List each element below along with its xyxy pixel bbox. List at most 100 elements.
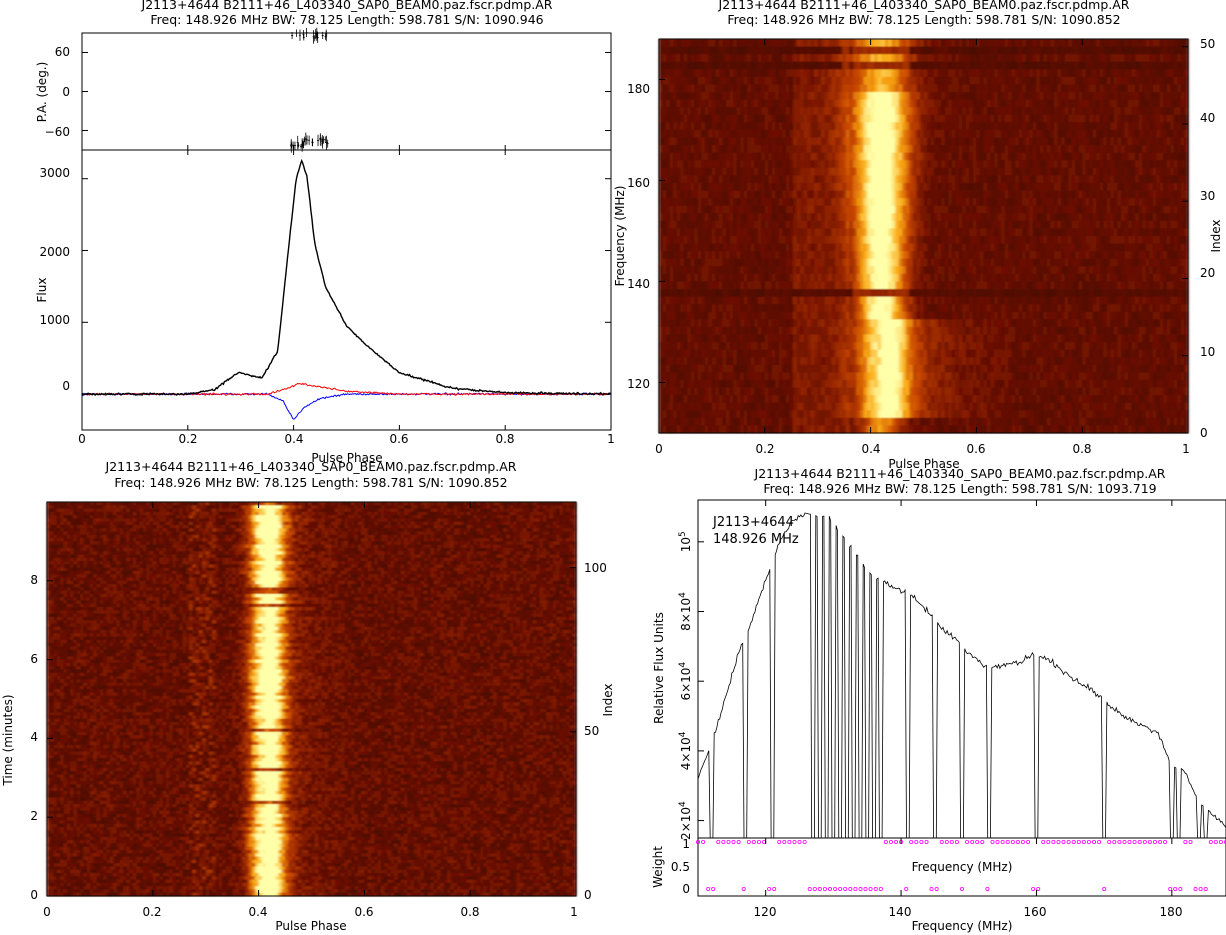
profile-series-black: [82, 161, 611, 395]
fp-cell: [1022, 213, 1026, 221]
fp-cell: [906, 138, 910, 146]
fp-cell: [789, 54, 793, 62]
fp-cell: [1065, 54, 1069, 62]
fp-cell: [1012, 183, 1016, 191]
fp-cell: [1043, 153, 1047, 161]
fp-cell: [1008, 47, 1012, 55]
fp-cell: [775, 168, 779, 176]
fp-cell: [846, 168, 850, 176]
fp-cell: [730, 62, 734, 70]
fp-cell: [1132, 130, 1136, 138]
fp-cell: [1068, 92, 1072, 100]
fp-cell: [698, 39, 702, 47]
fp-cell: [712, 77, 716, 85]
fp-cell: [1128, 92, 1132, 100]
fp-cell: [853, 213, 857, 221]
pa-tick-0: 0: [62, 85, 70, 99]
fp-cell: [969, 122, 973, 130]
fp-cell: [1022, 236, 1026, 244]
fp-cell: [1047, 160, 1051, 168]
fp-cell: [849, 100, 853, 108]
fp-cell: [1096, 47, 1100, 55]
p1-xtick-3: 0.6: [389, 432, 408, 446]
fp-cell: [1139, 130, 1143, 138]
fp-cell: [1050, 39, 1054, 47]
fp-cell: [1139, 160, 1143, 168]
fp-cell: [1100, 84, 1104, 92]
fp-cell: [983, 153, 987, 161]
fp-cell: [856, 191, 860, 199]
fp-cell: [983, 62, 987, 70]
fp-cell: [913, 236, 917, 244]
fp-cell: [998, 213, 1002, 221]
fp-cell: [705, 183, 709, 191]
fp-cell: [1005, 145, 1009, 153]
fp-cell: [825, 206, 829, 214]
fp-cell: [1128, 198, 1132, 206]
fp-cell: [1015, 107, 1019, 115]
fp-cell: [969, 92, 973, 100]
fp-cell: [913, 115, 917, 123]
fp-cell: [924, 183, 928, 191]
fp-cell: [1026, 153, 1030, 161]
fp-cell: [1043, 175, 1047, 183]
fp-cell: [775, 153, 779, 161]
fp-cell: [842, 122, 846, 130]
flux-tick-0: 0: [62, 379, 70, 393]
fp-cell: [744, 92, 748, 100]
fp-cell: [849, 228, 853, 236]
fp-cell: [694, 221, 698, 229]
fp-cell: [1054, 107, 1058, 115]
fp-cell: [804, 77, 808, 85]
fp-cell: [1033, 168, 1037, 176]
fp-cell: [1160, 160, 1164, 168]
fp-cell: [874, 183, 878, 191]
fp-cell: [1114, 175, 1118, 183]
fp-cell: [670, 54, 674, 62]
fp-cell: [835, 77, 839, 85]
fp-cell: [821, 160, 825, 168]
fp-cell: [902, 206, 906, 214]
fp-cell: [973, 122, 977, 130]
fp-cell: [1001, 228, 1005, 236]
fp-cell: [871, 221, 875, 229]
fp-cell: [839, 160, 843, 168]
fp-cell: [931, 206, 935, 214]
fp-cell: [1008, 191, 1012, 199]
fp-cell: [751, 84, 755, 92]
fp-cell: [902, 236, 906, 244]
fp-cell: [846, 92, 850, 100]
fp-cell: [1047, 100, 1051, 108]
fp-cell: [1170, 54, 1174, 62]
fp-cell: [751, 183, 755, 191]
fp-cell: [994, 39, 998, 47]
fp-cell: [892, 138, 896, 146]
fp-cell: [789, 130, 793, 138]
fp-cell: [797, 213, 801, 221]
fp-cell: [698, 47, 702, 55]
fp-cell: [952, 145, 956, 153]
fp-cell: [705, 92, 709, 100]
fp-cell: [849, 92, 853, 100]
fp-cell: [991, 107, 995, 115]
fp-cell: [846, 84, 850, 92]
fp-cell: [1026, 54, 1030, 62]
flux-ylabel: Flux: [35, 278, 49, 303]
fp-cell: [849, 213, 853, 221]
fp-cell: [1058, 39, 1062, 47]
fp-cell: [722, 221, 726, 229]
fp-cell: [842, 206, 846, 214]
fp-cell: [998, 69, 1002, 77]
fp-cell: [1149, 153, 1153, 161]
fp-cell: [1061, 107, 1065, 115]
fp-cell: [765, 160, 769, 168]
fp-cell: [1149, 228, 1153, 236]
fp-cell: [1117, 39, 1121, 47]
fp-cell: [885, 168, 889, 176]
fp-cell: [1177, 69, 1181, 77]
fp-cell: [719, 236, 723, 244]
fp-cell: [895, 191, 899, 199]
fp-cell: [902, 77, 906, 85]
fp-cell: [846, 175, 850, 183]
fp-cell: [969, 47, 973, 55]
